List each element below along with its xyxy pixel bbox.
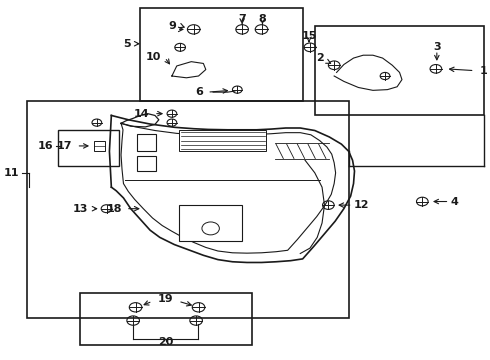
Text: 20: 20	[158, 337, 173, 347]
Text: 13: 13	[73, 204, 88, 214]
Text: 1: 1	[479, 66, 487, 76]
Text: 6: 6	[196, 87, 203, 97]
Bar	[315, 26, 484, 116]
Bar	[179, 130, 267, 151]
Text: 4: 4	[450, 197, 458, 207]
Text: 15: 15	[301, 31, 317, 41]
Bar	[94, 141, 104, 151]
Bar	[141, 8, 303, 101]
Text: 10: 10	[146, 52, 161, 62]
Bar	[137, 134, 156, 150]
Text: 5: 5	[123, 39, 131, 49]
Text: 17: 17	[57, 141, 73, 151]
Text: 9: 9	[169, 21, 177, 31]
Bar	[26, 101, 349, 318]
Text: 14: 14	[133, 109, 149, 119]
Text: 12: 12	[353, 200, 369, 210]
Bar	[137, 156, 156, 171]
Text: 19: 19	[158, 294, 173, 304]
Text: 3: 3	[433, 42, 441, 52]
Bar	[179, 205, 242, 241]
Text: 7: 7	[238, 14, 246, 24]
Text: 16: 16	[38, 141, 53, 151]
Bar	[80, 293, 252, 345]
Text: 11: 11	[4, 168, 19, 178]
Bar	[58, 130, 119, 166]
Text: 8: 8	[259, 14, 267, 24]
Text: 2: 2	[316, 53, 323, 63]
Text: 18: 18	[106, 204, 122, 214]
